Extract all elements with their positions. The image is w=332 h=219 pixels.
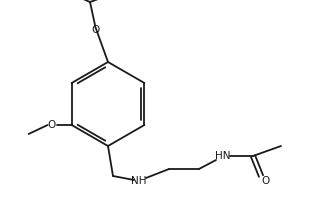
- Text: O: O: [91, 25, 99, 35]
- Text: O: O: [47, 120, 56, 130]
- Text: HN: HN: [215, 151, 231, 161]
- Text: O: O: [262, 176, 270, 186]
- Text: NH: NH: [131, 176, 147, 186]
